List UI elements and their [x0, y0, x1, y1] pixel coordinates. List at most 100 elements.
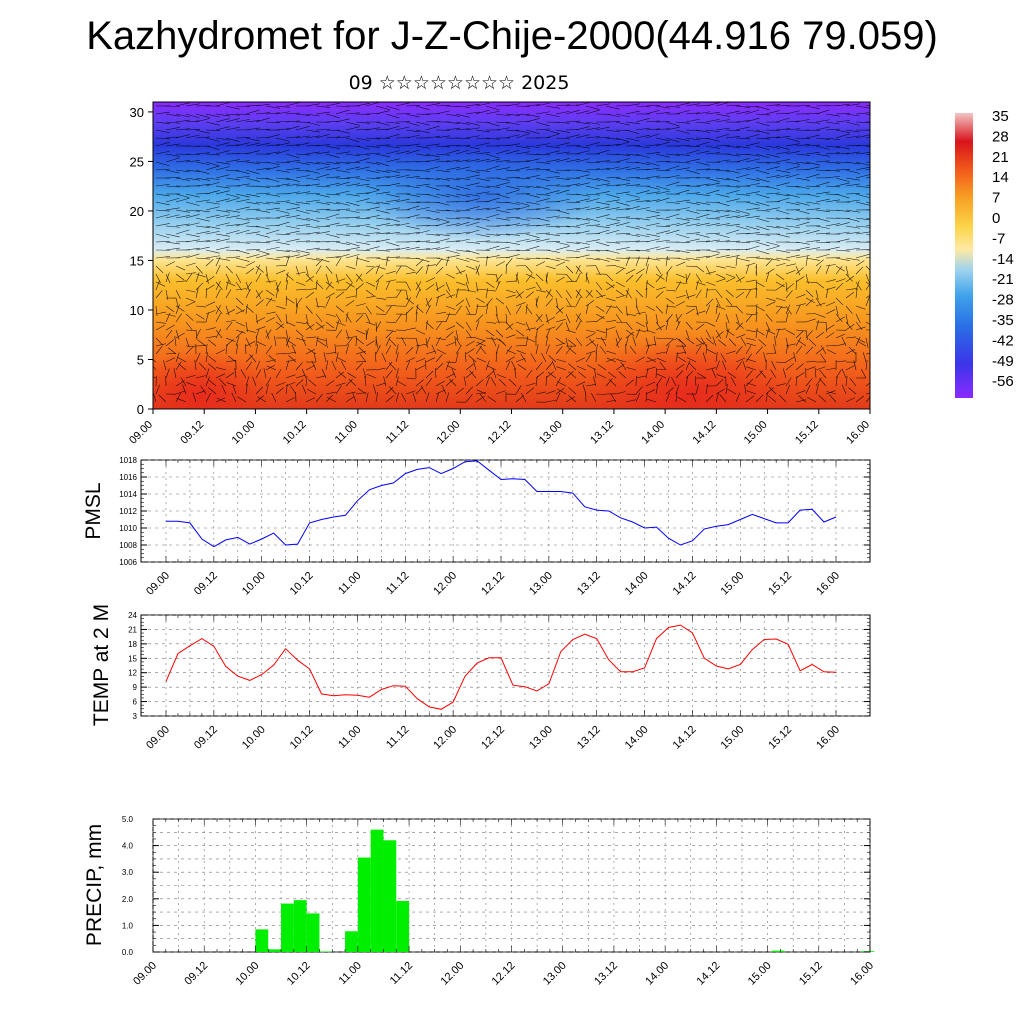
wind-barb	[765, 129, 780, 132]
wind-barb	[722, 360, 727, 371]
wind-barb	[321, 368, 327, 379]
wind-barb	[715, 249, 730, 251]
wind-barb	[565, 225, 580, 228]
wind-barb	[285, 167, 300, 171]
wind-barb	[265, 280, 276, 283]
wind-barb	[685, 201, 700, 205]
wind-barb	[425, 247, 440, 251]
wind-barb	[372, 384, 377, 395]
wind-barb	[395, 150, 410, 155]
wind-barb	[655, 190, 670, 195]
wind-barb	[255, 167, 270, 171]
wind-barb	[205, 255, 220, 259]
wind-barb	[865, 137, 870, 139]
wind-barb	[475, 337, 486, 342]
wind-barb	[525, 238, 540, 243]
wind-barb	[285, 249, 300, 253]
wind-barb	[505, 323, 514, 331]
wind-barb	[255, 313, 258, 324]
wind-barb	[665, 376, 670, 387]
wind-barb	[765, 313, 773, 322]
wind-barb	[675, 364, 685, 371]
wind-barb	[545, 113, 560, 118]
wind-barb	[355, 166, 370, 171]
wind-barb	[815, 145, 830, 150]
wind-barb	[195, 273, 206, 278]
wind-barb	[425, 217, 440, 221]
wind-barb	[605, 143, 620, 147]
wind-barb	[355, 121, 370, 124]
wind-barb	[595, 265, 601, 276]
wind-barb	[597, 364, 607, 371]
wind-barb	[545, 316, 555, 323]
wind-barb	[865, 273, 870, 284]
heatmap-x-axis: 09.00 09.12 10.00 10.12 11.00 11.12 12.00 12.12…	[127, 409, 872, 447]
wind-barb	[605, 229, 620, 235]
wind-barb	[255, 177, 270, 180]
wind-barb	[745, 191, 760, 195]
wind-barb	[755, 305, 765, 312]
wind-barb	[578, 371, 587, 379]
y-tick-label: 1.0	[122, 921, 134, 930]
wind-barb	[185, 201, 200, 206]
wind-barb	[515, 185, 530, 188]
wind-barb	[785, 120, 800, 123]
wind-barb	[365, 127, 380, 131]
wind-barb	[735, 256, 738, 267]
wind-barb	[615, 166, 630, 171]
wind-barb	[705, 384, 709, 395]
wind-barb	[855, 112, 870, 115]
page-title: Kazhydromet for J-Z-Chije-2000(44.916 79…	[86, 14, 938, 58]
wind-barb	[175, 240, 190, 243]
wind-barb	[635, 328, 641, 339]
wind-barb	[455, 105, 470, 108]
wind-barb	[431, 344, 437, 355]
wind-barb	[475, 169, 490, 172]
wind-barb	[775, 257, 790, 261]
wind-barb	[305, 336, 316, 339]
wind-barb	[745, 207, 760, 211]
wind-barb	[826, 391, 837, 395]
wind-barb	[515, 249, 530, 252]
wind-barb	[345, 176, 360, 179]
wind-barb	[435, 392, 440, 403]
wind-barb	[465, 135, 480, 139]
wind-barb	[335, 105, 351, 107]
wind-barb	[575, 321, 581, 331]
wind-barb	[235, 193, 250, 198]
wind-barb	[375, 249, 390, 252]
wind-barb	[607, 371, 617, 379]
wind-barb	[505, 169, 520, 172]
heatmap-x-tick-label: 14.00	[639, 419, 667, 447]
wind-barb	[225, 118, 240, 123]
wind-barb	[285, 336, 291, 347]
wind-barb	[555, 158, 570, 163]
wind-barb	[765, 301, 776, 307]
wind-barb	[865, 104, 870, 107]
wind-barb	[685, 209, 700, 214]
wind-barb	[305, 288, 316, 291]
wind-barb	[605, 166, 620, 171]
wind-barb	[585, 329, 596, 333]
wind-barb	[205, 368, 210, 379]
wind-barb	[545, 272, 549, 283]
wind-barb	[195, 217, 210, 222]
wind-barb	[535, 198, 550, 203]
wind-barb	[195, 305, 206, 308]
wind-barb	[765, 225, 780, 229]
wind-barb	[725, 185, 740, 188]
wind-barb	[265, 121, 280, 124]
wind-barb	[455, 265, 462, 275]
wind-barb	[645, 381, 656, 387]
wind-barb	[774, 336, 777, 347]
wind-barb	[715, 119, 730, 123]
wind-barb	[195, 199, 210, 203]
wind-barb	[345, 216, 360, 219]
wind-barb	[655, 351, 666, 355]
wind-barb	[835, 360, 846, 363]
wind-barb	[795, 217, 810, 220]
wind-barb	[665, 121, 680, 127]
wind-barb	[585, 299, 595, 307]
wind-barb	[265, 329, 270, 340]
wind-barb	[845, 313, 849, 324]
